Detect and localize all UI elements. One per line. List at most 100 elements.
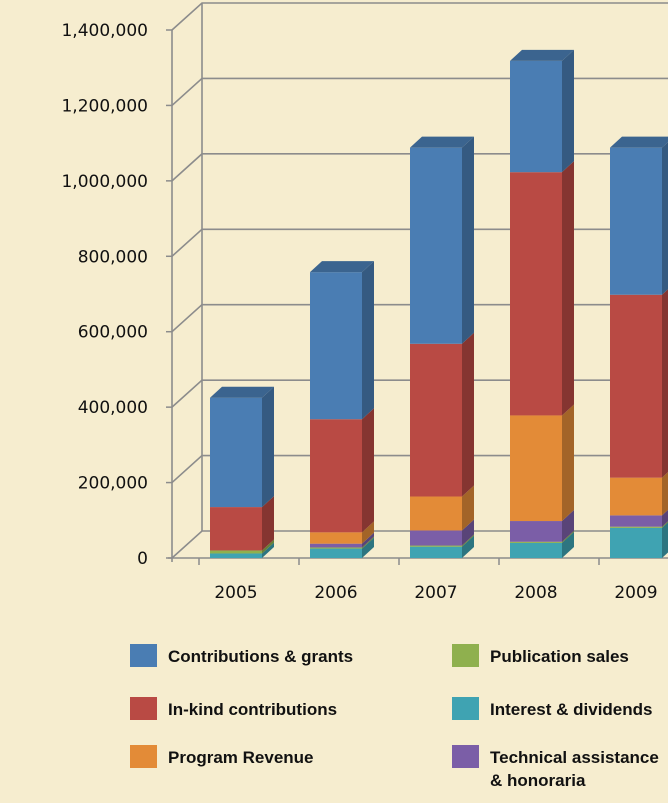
bar-segment-front (510, 542, 562, 558)
bar-segment-front (310, 532, 362, 544)
bar-segment (410, 535, 474, 558)
bar-segment (310, 521, 374, 544)
bar-segment-front (210, 553, 262, 558)
bar-segment-side (662, 289, 668, 478)
bar-segment-side (462, 519, 474, 546)
bar-segment-front (210, 550, 262, 554)
bar-segment (410, 332, 474, 497)
bar-segment-side (562, 161, 574, 416)
bar-segment-front (210, 507, 262, 551)
bar-segment-side (262, 539, 274, 554)
legend: Contributions & grants Publication sales I… (130, 644, 659, 790)
y-tick-label: 200,000 (78, 474, 148, 494)
bar-segment (410, 136, 474, 344)
bar-top-face (510, 49, 574, 61)
bar-segment (610, 509, 668, 527)
gridline (171, 2, 668, 31)
bar-segment-front (610, 477, 662, 516)
bar-segment (310, 532, 374, 548)
y-tick-label: 1,000,000 (61, 172, 148, 192)
y-tick-label: 1,400,000 (61, 21, 148, 41)
bar-stack (610, 136, 668, 558)
bar-segment-side (662, 522, 668, 558)
bar-segment-side (462, 332, 474, 497)
bar-segment (610, 289, 668, 478)
y-tick-label: 800,000 (78, 247, 148, 267)
legend-label: Interest & dividends (490, 700, 652, 719)
bar-segment-front (510, 521, 562, 542)
bar-segment (310, 261, 374, 420)
bar-segment-side (562, 404, 574, 522)
legend-swatch (452, 745, 479, 768)
bar-segment-front (510, 172, 562, 416)
bar-segment-side (662, 509, 668, 527)
bar-segment-side (462, 534, 474, 547)
legend-swatch (130, 644, 157, 667)
bar-segment-side (462, 485, 474, 531)
bar-segment-side (462, 535, 474, 558)
bar-segment-side (462, 136, 474, 344)
bar-segment-side (362, 537, 374, 558)
bars (210, 49, 668, 558)
x-tick-label: 2009 (614, 583, 657, 603)
bar-segment (610, 472, 668, 516)
bar-top-face (210, 386, 274, 398)
bar-segment-front (410, 546, 462, 558)
legend-label: In-kind contributions (168, 700, 337, 719)
bar-stack (210, 386, 274, 558)
bar-segment-front (310, 543, 362, 548)
bar-segment-side (562, 49, 574, 173)
bar-segment (510, 531, 574, 558)
legend-label: Contributions & grants (168, 647, 353, 666)
x-tick-label: 2006 (314, 583, 357, 603)
x-tick-label: 2007 (414, 583, 457, 603)
legend-item: In-kind contributions (130, 697, 337, 720)
legend-swatch (130, 697, 157, 720)
x-axis-labels: 2005 2006 2007 2008 2009 (198, 558, 658, 603)
bar-segment-side (362, 261, 374, 420)
bar-segment-side (662, 472, 668, 516)
bar-segment-side (262, 496, 274, 551)
bar-segment (510, 510, 574, 542)
bar-segment-side (562, 531, 574, 558)
legend-item: Contributions & grants (130, 644, 353, 667)
bar-segment (610, 142, 668, 295)
bar-stack (310, 261, 374, 558)
bar-segment-front (310, 272, 362, 420)
bar-segment (510, 404, 574, 522)
bar-segment (210, 539, 274, 554)
bar-segment (510, 530, 574, 543)
legend-swatch (452, 644, 479, 667)
legend-swatch (452, 697, 479, 720)
bar-segment-front (210, 397, 262, 508)
y-tick-label: 1,200,000 (61, 96, 148, 116)
bar-segment-side (362, 521, 374, 544)
legend-item: Interest & dividends (452, 697, 652, 720)
bar-segment-front (610, 527, 662, 558)
bar-segment-front (310, 419, 362, 533)
bar-segment (210, 496, 274, 551)
bar-segment-front (510, 60, 562, 173)
bar-segment-side (562, 530, 574, 543)
legend-label: Program Revenue (168, 748, 314, 767)
bar-segment-side (562, 510, 574, 542)
bar-segment-side (362, 536, 374, 549)
bar-segment-side (362, 408, 374, 533)
legend-swatch (130, 745, 157, 768)
bar-segment-front (610, 294, 662, 478)
y-tick-label: 600,000 (78, 323, 148, 343)
bar-segment-front (410, 496, 462, 531)
gridline (171, 77, 668, 107)
bar-segment-front (410, 530, 462, 546)
legend-item: Technical assistance & honoraria (452, 745, 659, 790)
x-tick-label: 2005 (214, 583, 257, 603)
bar-top-face (610, 136, 668, 148)
bar-segment (510, 161, 574, 416)
bar-segment (310, 537, 374, 558)
bar-segment-side (262, 542, 274, 558)
bar-segment-front (410, 545, 462, 547)
y-axis-ticks: 0 200,000 400,000 600,000 800,000 1,000,000 1,… (61, 21, 172, 569)
bar-segment-front (310, 547, 362, 549)
y-tick-label: 0 (137, 549, 148, 569)
bar-segment (210, 542, 274, 558)
